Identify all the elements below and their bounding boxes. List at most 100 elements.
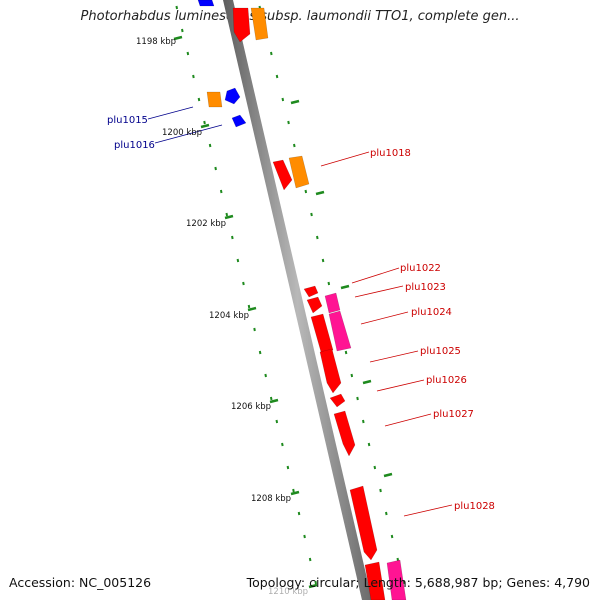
gene-feature-bottom-red <box>364 561 386 600</box>
gene-label-plu1018[interactable]: plu1018 <box>370 148 411 159</box>
track-dot <box>327 281 331 286</box>
track-dot <box>197 97 201 102</box>
track-dot <box>269 396 273 401</box>
tick-labels: 1198 kbp 1200 kbp 1202 kbp 1204 kbp 1206… <box>136 37 308 597</box>
track-dot <box>304 189 308 194</box>
track-dot <box>308 557 312 562</box>
gene-feature-plu1025 <box>319 348 342 394</box>
outer-tick <box>340 284 350 290</box>
gene-features[interactable] <box>197 0 407 600</box>
gene-labels[interactable]: plu1015 plu1016 plu1018 plu1022 plu1023 … <box>107 115 495 512</box>
map-title: Photorhabdus luminescens subsp. laumondi… <box>80 9 520 24</box>
track-dot <box>264 373 267 378</box>
gene-label-plu1028[interactable]: plu1028 <box>454 501 495 512</box>
kbp-tick <box>269 398 279 404</box>
gene-feature-top-orange <box>250 7 269 41</box>
gene-label-plu1023[interactable]: plu1023 <box>405 282 446 293</box>
topology-stats-text: Topology: circular; Length: 5,688,987 bp… <box>246 575 590 590</box>
track-dot <box>356 396 359 401</box>
gene-feature-plu1027 <box>333 410 356 457</box>
gene-feature-plu1028 <box>349 485 378 561</box>
track-dot <box>203 120 206 125</box>
track-dot <box>181 28 184 33</box>
kbp-tick <box>290 490 300 496</box>
callout-line <box>369 350 419 363</box>
track-dot <box>402 580 405 585</box>
track-dot <box>242 281 245 286</box>
gene-label-plu1016[interactable]: plu1016 <box>114 140 155 151</box>
kbp-tick <box>224 214 234 220</box>
track-dot <box>373 465 377 470</box>
track-dot <box>219 189 223 194</box>
tick-label-1204: 1204 kbp <box>209 311 249 321</box>
kbp-tick <box>247 306 257 312</box>
gene-feature-bottom-pink <box>386 559 407 600</box>
track-dot <box>379 488 382 493</box>
track-dot <box>247 304 251 309</box>
track-dot <box>292 488 295 493</box>
outer-tick <box>290 99 300 105</box>
gene-feature-plu1023-pink <box>324 292 341 314</box>
track-dot <box>275 419 279 424</box>
gene-feature-plu1018-orange <box>288 155 310 189</box>
track-dot <box>208 143 212 148</box>
gene-feature-plu1024-pink <box>328 310 352 352</box>
track-dot <box>270 51 273 56</box>
gene-callouts <box>147 106 453 517</box>
tick-label-1206: 1206 kbp <box>231 402 271 412</box>
kbp-tick <box>173 35 183 41</box>
track-dot <box>225 212 229 217</box>
tick-label-1210: 1210 kbp <box>268 587 308 597</box>
track-dot <box>297 511 301 516</box>
track-dot <box>236 258 240 263</box>
track-dot <box>286 465 290 470</box>
backbone-band <box>223 0 372 600</box>
gene-label-plu1027[interactable]: plu1027 <box>433 409 474 420</box>
gene-feature-plu1026 <box>329 393 346 408</box>
track-dot <box>344 350 348 355</box>
gene-label-plu1026[interactable]: plu1026 <box>426 375 467 386</box>
track-dot <box>316 235 319 240</box>
backbone <box>223 0 372 600</box>
track-dot <box>186 51 190 56</box>
gene-feature-plu1024 <box>310 313 334 353</box>
track-dot <box>385 511 388 516</box>
tick-label-1208: 1208 kbp <box>251 494 291 504</box>
track-dot <box>367 442 371 447</box>
gene-label-plu1022[interactable]: plu1022 <box>400 263 441 274</box>
track-dot <box>321 258 325 263</box>
callout-line <box>360 311 409 325</box>
track-dot <box>287 120 290 125</box>
gene-label-plu1025[interactable]: plu1025 <box>420 346 461 357</box>
track-dot <box>175 5 179 10</box>
track-dot <box>192 74 195 79</box>
callout-line <box>320 151 370 167</box>
track-dot <box>258 350 262 355</box>
gene-feature-plu1015-blue <box>224 87 241 105</box>
callout-line <box>354 285 404 298</box>
track-dot <box>314 580 317 585</box>
callout-line <box>351 267 400 284</box>
track-dot <box>293 143 296 148</box>
outer-tick <box>362 379 372 385</box>
track-dot <box>350 373 354 378</box>
gene-label-plu1024[interactable]: plu1024 <box>411 307 452 318</box>
tick-tracks <box>175 5 405 585</box>
gene-feature-plu1015 <box>206 91 223 108</box>
kbp-ticks <box>173 35 393 589</box>
tick-label-1202: 1202 kbp <box>186 219 226 229</box>
gene-feature-plu1022 <box>303 285 319 298</box>
track-dot <box>362 419 365 424</box>
outer-tick <box>383 472 393 478</box>
callout-line <box>154 124 223 144</box>
gene-feature-top-blue <box>197 0 215 7</box>
callout-line <box>376 379 425 392</box>
tick-label-1198: 1198 kbp <box>136 37 176 47</box>
gene-label-plu1015[interactable]: plu1015 <box>107 115 148 126</box>
track-dot <box>281 442 284 447</box>
gene-feature-top-red <box>232 7 251 43</box>
gene-feature-plu1023 <box>306 296 323 314</box>
callout-line <box>147 106 194 120</box>
callout-line <box>403 504 453 517</box>
